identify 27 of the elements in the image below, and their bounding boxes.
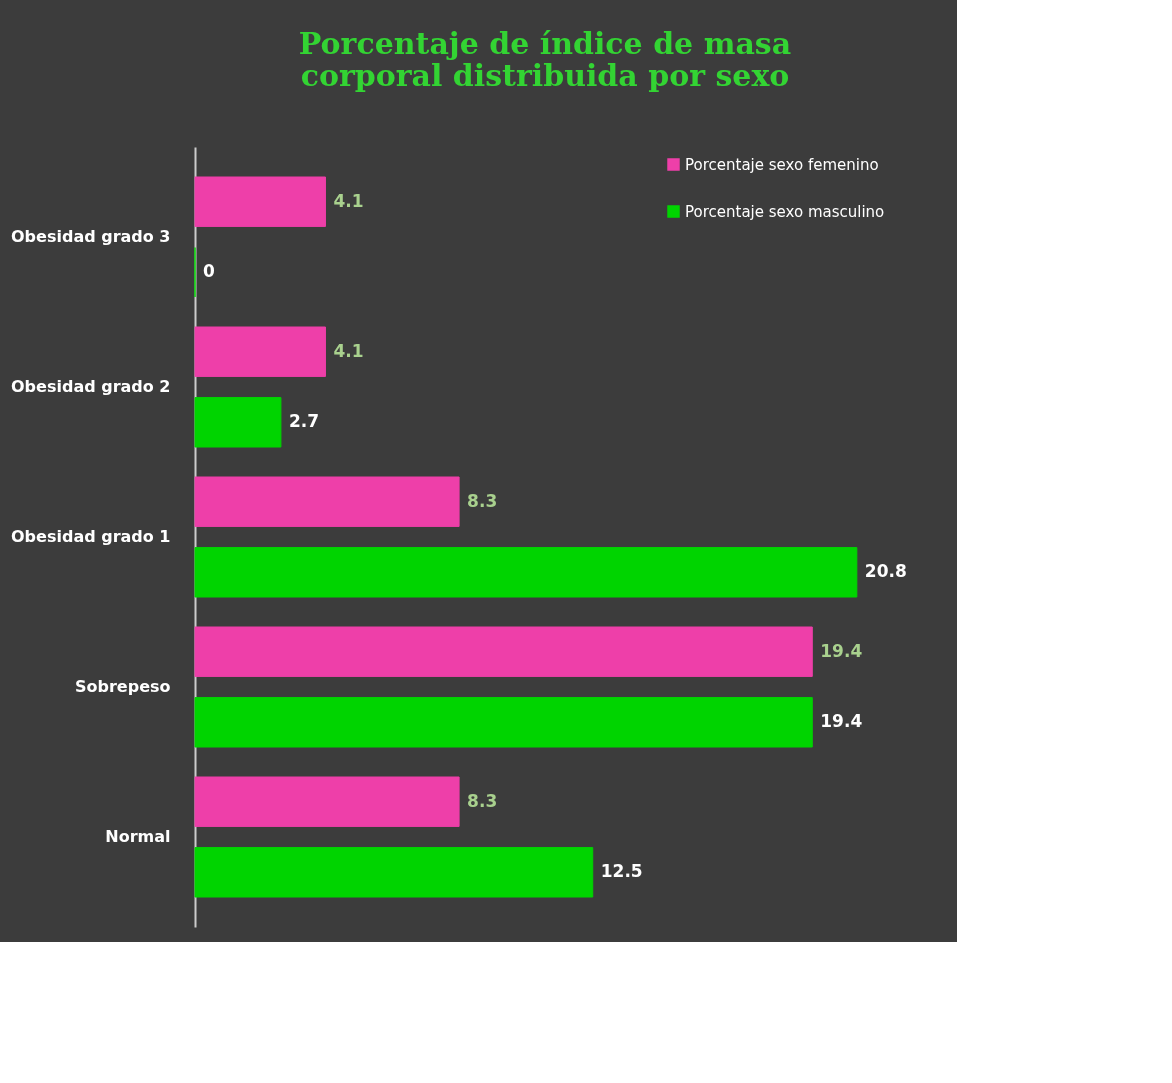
- legend-label: Porcentaje sexo femenino: [685, 155, 879, 174]
- chart-title: Porcentaje de índice de masa corporal distribuida por sexo: [298, 26, 792, 93]
- bar: [194, 697, 813, 748]
- data-label: 2.7: [288, 411, 320, 432]
- data-label: 19.4: [820, 640, 863, 661]
- bar: [194, 176, 326, 227]
- data-label: 20.8: [864, 561, 907, 582]
- data-label: 12.5: [600, 861, 643, 882]
- data-label: 8.3: [467, 790, 498, 811]
- data-label: 8.3: [467, 490, 498, 511]
- bar: [194, 397, 282, 448]
- legend-label: Porcentaje sexo masculino: [685, 202, 885, 221]
- data-label: 0: [203, 261, 215, 282]
- data-label: 19.4: [820, 711, 863, 732]
- bar: [194, 547, 858, 598]
- y-tick-label: Sobrepeso: [74, 677, 171, 696]
- y-tick-label: Obesidad grado 2: [11, 377, 171, 396]
- data-label: 4.1: [333, 340, 364, 361]
- y-tick-label: Obesidad grado 1: [11, 527, 171, 546]
- bar: [194, 326, 326, 377]
- data-label: 4.1: [333, 190, 364, 211]
- bar: [194, 626, 813, 677]
- y-tick-label: Obesidad grado 3: [11, 227, 171, 246]
- bar: [194, 476, 460, 527]
- bar: [194, 776, 460, 827]
- bar: [194, 847, 594, 898]
- y-tick-label: Normal: [105, 827, 171, 846]
